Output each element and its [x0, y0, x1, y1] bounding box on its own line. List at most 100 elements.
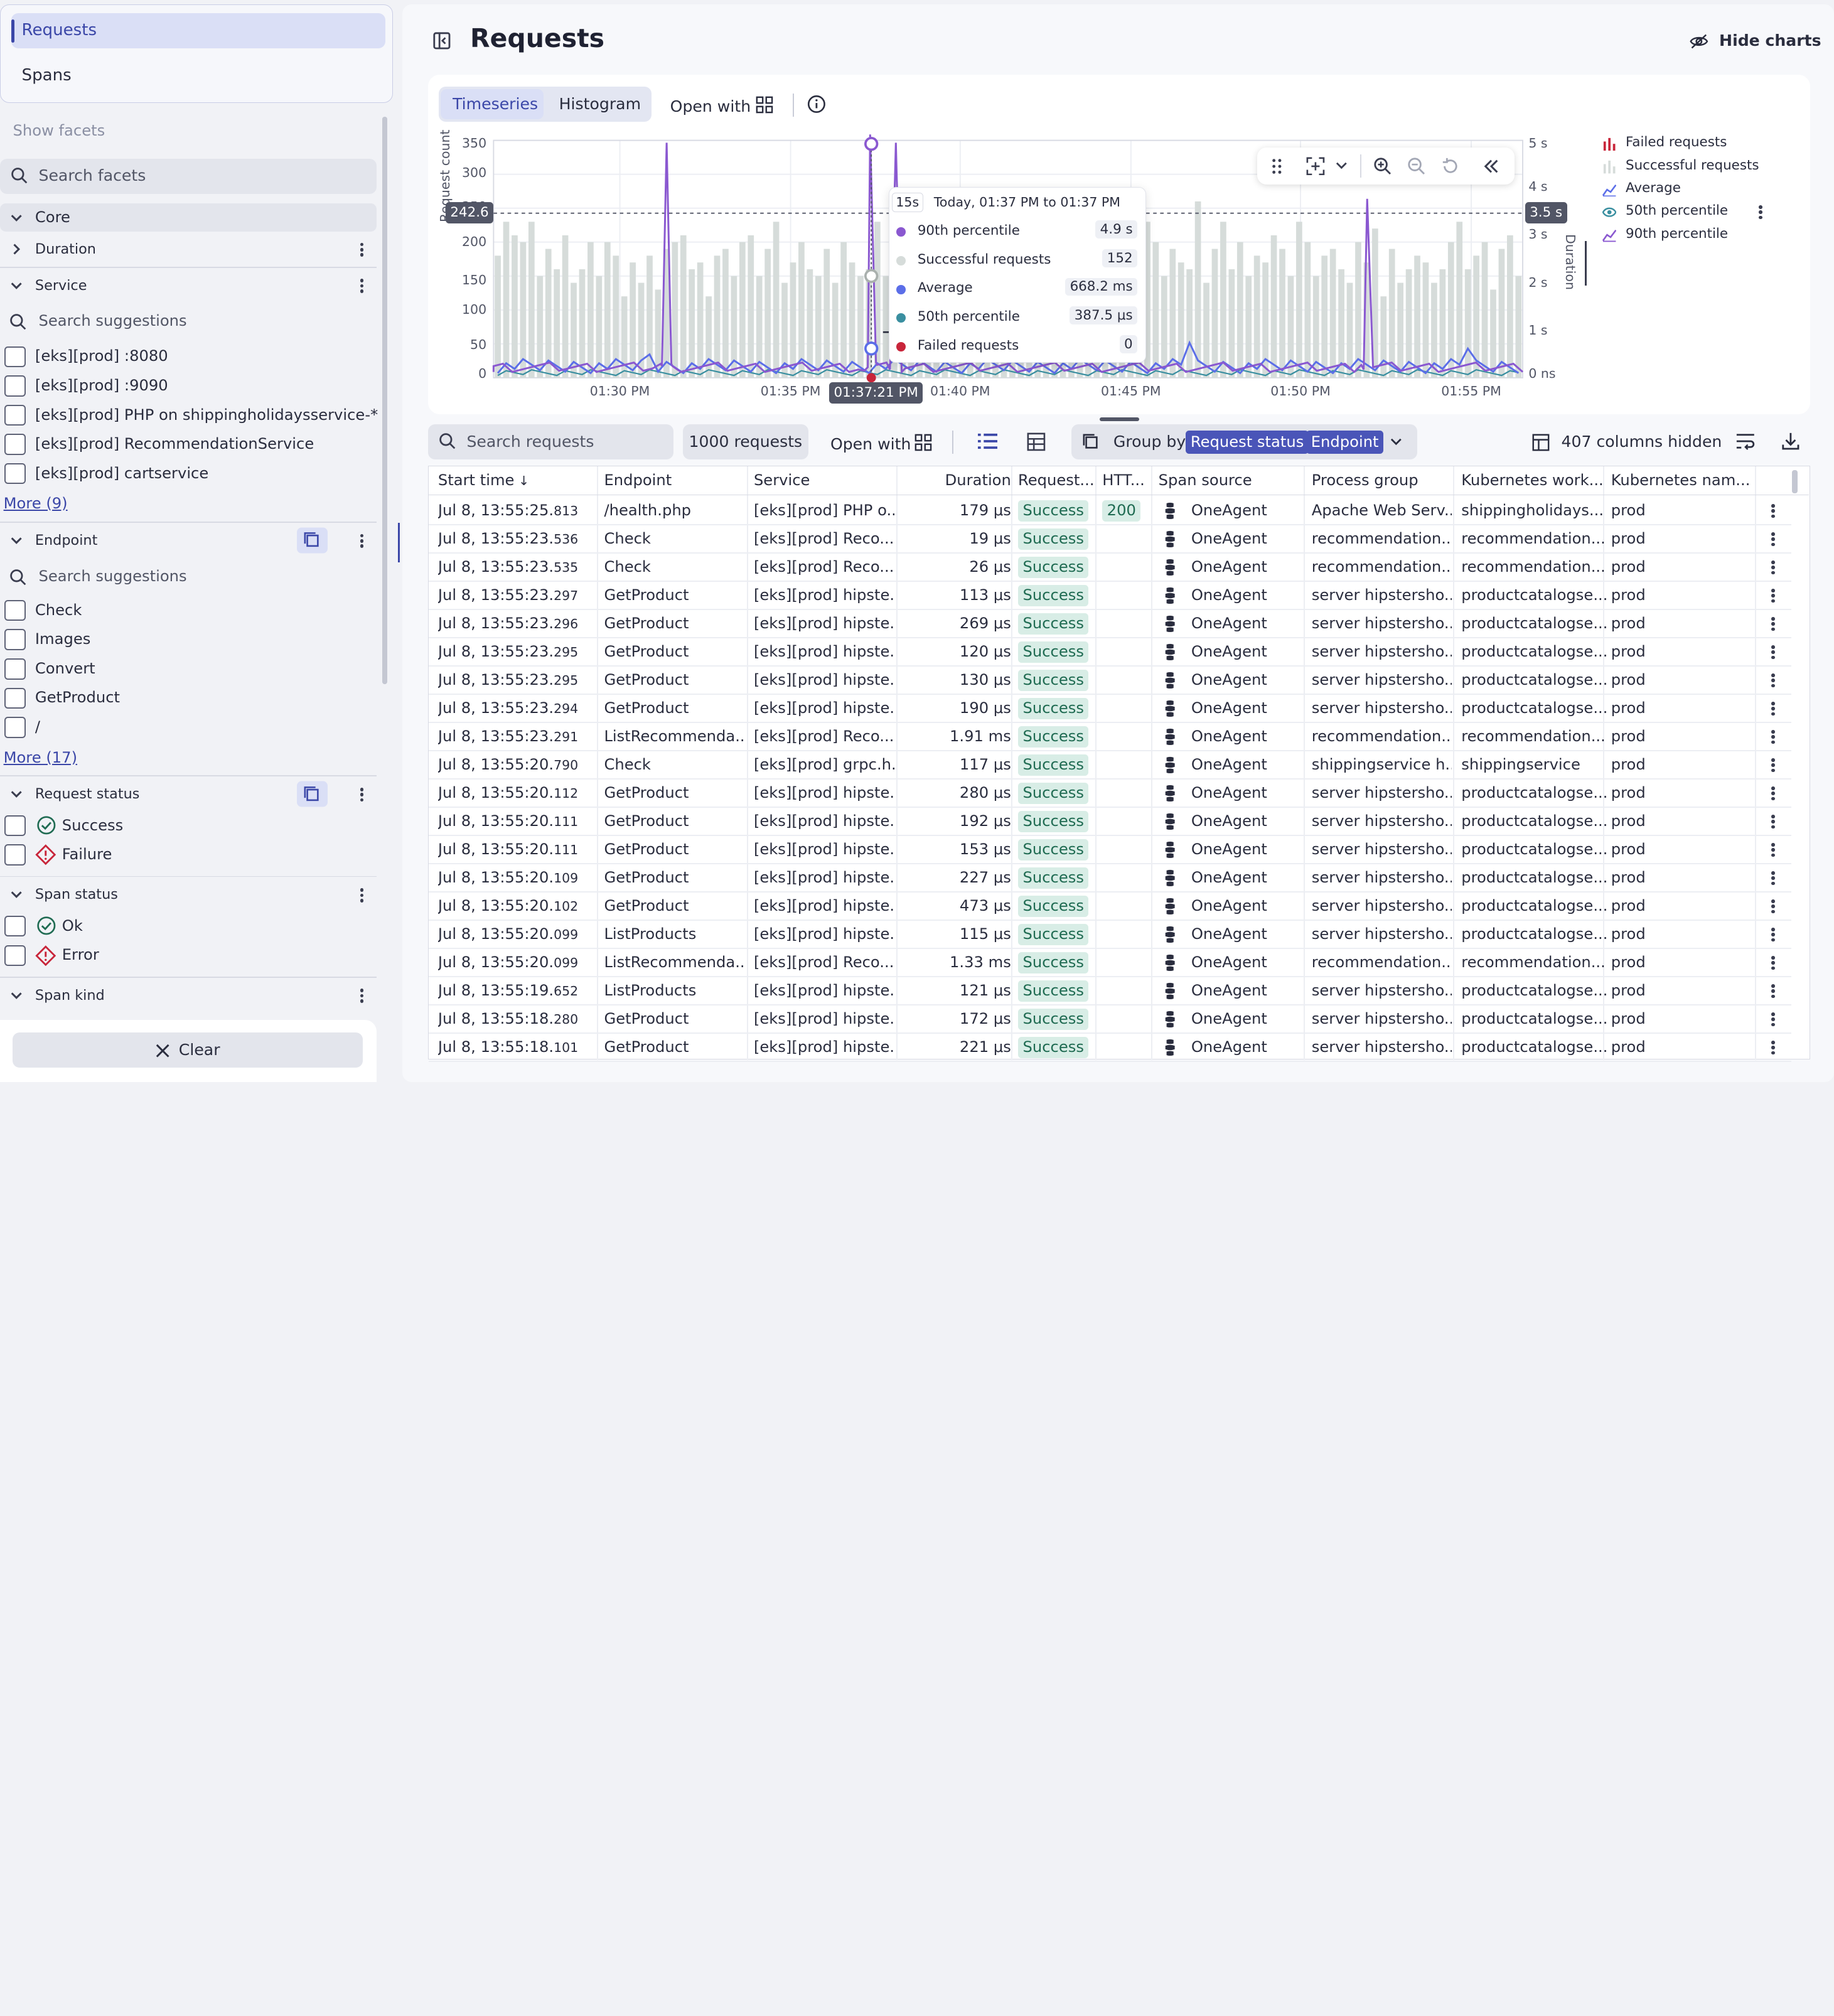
bar[interactable]	[714, 255, 721, 378]
facet-endpoint[interactable]: Endpoint	[0, 526, 377, 554]
row-more-options-icon[interactable]	[1771, 841, 1776, 857]
group-by-facet-button[interactable]	[297, 527, 328, 554]
hidden-columns-button[interactable]: 407 columns hidden	[1532, 432, 1742, 456]
table-row[interactable]: Jul 8, 13:55:23.295 GetProduct [eks][prod]…	[429, 666, 1791, 694]
bar[interactable]	[1490, 289, 1496, 378]
checkbox-endpoint-2[interactable]	[4, 658, 26, 680]
table-row[interactable]: Jul 8, 13:55:23.291 ListRecommenda... [eks…	[429, 722, 1791, 751]
bar[interactable]	[1506, 235, 1513, 378]
more-options-icon[interactable]	[360, 241, 365, 257]
column-header[interactable]: Service	[754, 466, 894, 496]
bar[interactable]	[596, 276, 603, 378]
bar[interactable]	[832, 282, 839, 378]
chart-open-with-button[interactable]: Open with	[670, 95, 776, 118]
bar[interactable]	[1295, 222, 1302, 378]
bar[interactable]	[1329, 249, 1336, 378]
bar[interactable]	[655, 289, 662, 378]
bar[interactable]	[672, 242, 678, 378]
table-row[interactable]: Jul 8, 13:55:20.109 GetProduct [eks][prod]…	[429, 864, 1791, 892]
checkbox-service-4[interactable]	[4, 463, 26, 485]
checkbox-ok[interactable]	[4, 915, 26, 937]
bar[interactable]	[1363, 262, 1370, 378]
bar[interactable]	[1312, 276, 1319, 378]
bar[interactable]	[587, 242, 594, 378]
checkbox-endpoint-0[interactable]	[4, 599, 26, 621]
facet-request-status[interactable]: Request status	[0, 780, 377, 808]
facet-span-status[interactable]: Span status	[0, 881, 377, 909]
bar[interactable]	[1203, 282, 1209, 378]
bar[interactable]	[1456, 222, 1463, 378]
bar[interactable]	[731, 276, 737, 378]
row-more-options-icon[interactable]	[1771, 898, 1776, 914]
row-more-options-icon[interactable]	[1771, 643, 1776, 660]
chart-resize-handle[interactable]	[1099, 417, 1139, 421]
bar[interactable]	[874, 222, 881, 378]
group-by-control[interactable]: Group by: Request status Endpoint	[1071, 424, 1418, 460]
more-options-icon[interactable]	[360, 532, 365, 549]
bar[interactable]	[1194, 201, 1201, 378]
row-more-options-icon[interactable]	[1771, 615, 1776, 631]
bar[interactable]	[579, 269, 586, 378]
bar[interactable]	[815, 276, 822, 378]
more-options-icon[interactable]	[360, 886, 365, 903]
service-more-link[interactable]: More (9)	[3, 495, 68, 513]
bar[interactable]	[1473, 255, 1479, 378]
bar[interactable]	[1405, 269, 1412, 378]
legend-item[interactable]: 50th percentile	[1602, 203, 1754, 222]
table-row[interactable]: Jul 8, 13:55:20.111 GetProduct [eks][prod]…	[429, 807, 1791, 835]
table-row[interactable]: Jul 8, 13:55:20.102 GetProduct [eks][prod]…	[429, 892, 1791, 920]
bar[interactable]	[1447, 242, 1454, 378]
bar[interactable]	[545, 249, 552, 378]
bar[interactable]	[1321, 255, 1328, 378]
bar[interactable]	[495, 255, 501, 378]
bar[interactable]	[613, 255, 619, 378]
bar[interactable]	[857, 276, 864, 378]
bar[interactable]	[1220, 222, 1226, 378]
bar[interactable]	[849, 262, 855, 378]
bar[interactable]	[1397, 282, 1403, 378]
column-header[interactable]: Start time ↓	[438, 466, 596, 496]
bar[interactable]	[1371, 228, 1378, 378]
legend-more-options-icon[interactable]	[1759, 203, 1763, 220]
table-row[interactable]: Jul 8, 13:55:18.101 GetProduct [eks][prod]…	[429, 1033, 1791, 1061]
bar[interactable]	[764, 249, 771, 378]
tab-histogram[interactable]: Histogram	[559, 94, 641, 113]
table-scrollbar[interactable]	[1791, 470, 1798, 494]
checkbox-service-0[interactable]	[4, 346, 26, 368]
bar[interactable]	[663, 249, 670, 378]
bar[interactable]	[562, 235, 569, 378]
bar[interactable]	[1186, 269, 1193, 378]
bar[interactable]	[554, 269, 560, 378]
checkbox-service-3[interactable]	[4, 434, 26, 455]
bar[interactable]	[748, 235, 754, 378]
facet-duration[interactable]: Duration	[0, 235, 377, 264]
wrap-lines-icon[interactable]	[1735, 432, 1756, 451]
legend-item[interactable]: Average	[1602, 180, 1754, 199]
reset-icon[interactable]	[1441, 157, 1460, 176]
bar[interactable]	[1236, 242, 1243, 378]
table-row[interactable]: Jul 8, 13:55:19.652 ListProducts [eks][pro…	[429, 977, 1791, 1005]
bar[interactable]	[1380, 296, 1387, 378]
row-more-options-icon[interactable]	[1771, 1039, 1776, 1055]
search-requests-input[interactable]: Search requests	[427, 424, 674, 460]
column-header[interactable]: Request...	[1018, 466, 1093, 496]
bar[interactable]	[1355, 242, 1361, 378]
info-icon[interactable]	[807, 95, 826, 114]
sort-desc-icon[interactable]: ↓	[514, 473, 530, 488]
row-more-options-icon[interactable]	[1771, 728, 1776, 744]
column-header[interactable]: Span source	[1159, 466, 1304, 496]
column-header[interactable]: Kubernetes work...	[1461, 466, 1607, 496]
table-row[interactable]: Jul 8, 13:55:23.296 GetProduct [eks][prod]…	[429, 609, 1791, 638]
bar[interactable]	[1169, 249, 1176, 378]
group-by-facet-button[interactable]	[297, 781, 328, 807]
bar[interactable]	[630, 262, 636, 378]
endpoint-more-link[interactable]: More (17)	[3, 748, 78, 766]
row-more-options-icon[interactable]	[1771, 982, 1776, 999]
row-more-options-icon[interactable]	[1771, 559, 1776, 575]
bar[interactable]	[1161, 276, 1167, 378]
sidebar-toggle-icon[interactable]	[432, 31, 451, 50]
zoom-out-icon[interactable]	[1407, 157, 1426, 176]
checkbox-failure[interactable]	[4, 844, 26, 866]
bar[interactable]	[1422, 262, 1429, 378]
table-row[interactable]: Jul 8, 13:55:25.813/health.php [eks][prod…	[429, 496, 1791, 525]
